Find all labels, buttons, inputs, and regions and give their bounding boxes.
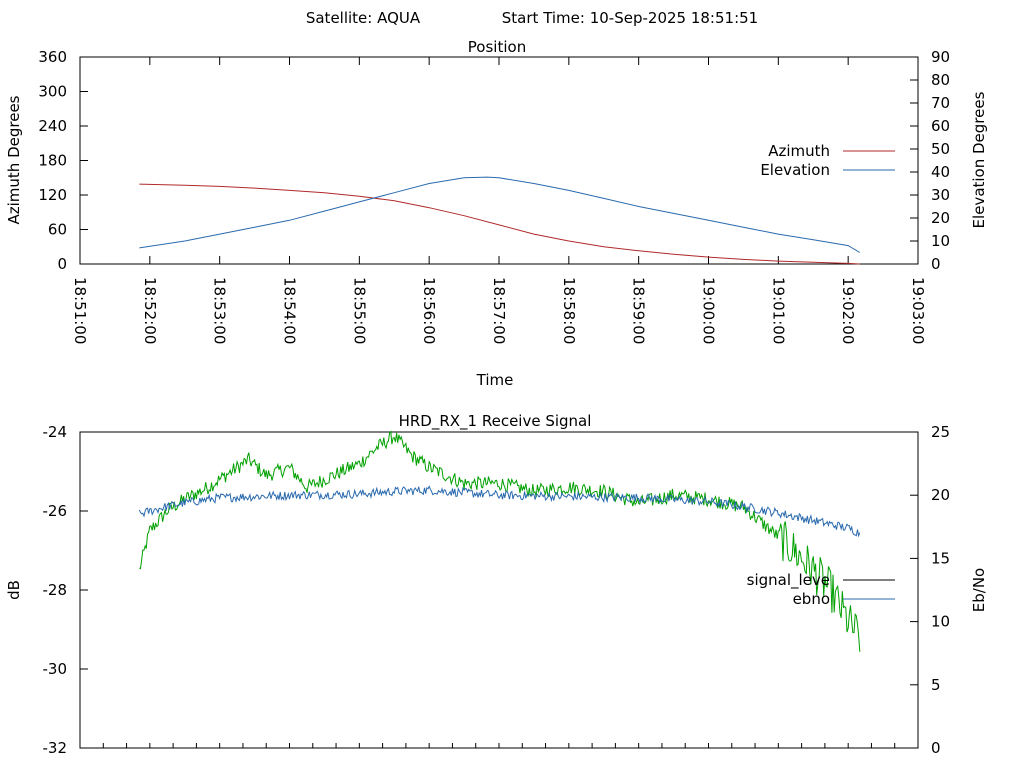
position-x-tick-label: 19:03:00	[909, 277, 927, 344]
signal-chart-title: HRD_RX_1 Receive Signal	[399, 412, 592, 431]
signal-y2-tick-label: 20	[931, 486, 950, 504]
position-y-tick-label: 180	[38, 152, 67, 170]
position-y2-axis-label: Elevation Degrees	[970, 91, 988, 228]
position-y2-tick-label: 70	[931, 94, 950, 112]
signal-y2-tick-label: 25	[931, 423, 950, 441]
position-x-tick-label: 18:58:00	[560, 277, 578, 344]
position-y2-tick-label: 80	[931, 71, 950, 89]
position-x-tick-label: 19:02:00	[839, 277, 857, 344]
position-axes: 0 60 120 180 240 300 360 0 10 20 30 40 50 60 70 80 90 18:…	[38, 48, 950, 344]
position-y-tick-label: 300	[38, 83, 67, 101]
signal-y2-tick-label: 0	[931, 739, 941, 757]
signal-axes: -32 -30 -28 -26 -24 0 5 10 15 20 25	[43, 423, 951, 757]
legend-label-ebno: ebno	[793, 590, 830, 608]
satellite-label: Satellite: AQUA	[306, 9, 421, 27]
position-y2-tick-label: 30	[931, 186, 950, 204]
position-y2-tick-label: 40	[931, 163, 950, 181]
position-x-tick-label: 19:00:00	[700, 277, 718, 344]
position-y2-tick-label: 50	[931, 140, 950, 158]
position-y2-tick-label: 10	[931, 232, 950, 250]
position-y-tick-label: 120	[38, 186, 67, 204]
position-x-tick-label: 19:01:00	[769, 277, 787, 344]
position-x-tick-label: 18:51:00	[71, 277, 89, 344]
position-y2-tick-label: 0	[931, 255, 941, 273]
position-y-tick-label: 60	[48, 221, 67, 239]
series-line-azimuth	[139, 183, 860, 265]
position-x-tick-label: 18:57:00	[490, 277, 508, 344]
signal-y-tick-label: -32	[43, 739, 68, 757]
position-y2-tick-label: 20	[931, 209, 950, 227]
signal-y2-axis-label: Eb/No	[970, 568, 988, 612]
position-y-tick-label: 0	[57, 255, 67, 273]
signal-series	[138, 430, 861, 652]
signal-y-tick-label: -26	[43, 502, 68, 520]
signal-y-axis-label: dB	[5, 580, 23, 600]
legend-label-azimuth: Azimuth	[768, 142, 830, 160]
legend-label-signal-level: signal_leve	[747, 571, 830, 590]
position-x-tick-label: 18:52:00	[141, 277, 159, 344]
position-chart-title: Position	[468, 38, 526, 56]
position-y-tick-label: 240	[38, 117, 67, 135]
signal-y2-tick-label: 15	[931, 549, 950, 567]
signal-chart: HRD_RX_1 Receive Signal -32 -30 -28 -26 -24 0…	[5, 412, 988, 757]
position-y2-tick-label: 90	[931, 48, 950, 66]
position-x-tick-label: 18:53:00	[211, 277, 229, 344]
position-chart: Position 0 60 120 180 240 300 360 0 10 20 30 40 50 60…	[5, 38, 988, 389]
position-x-tick-label: 18:59:00	[630, 277, 648, 344]
signal-y2-tick-label: 5	[931, 676, 941, 694]
series-line-elevation	[139, 176, 861, 253]
position-x-axis-label: Time	[476, 371, 514, 389]
signal-y2-tick-label: 10	[931, 613, 950, 631]
position-x-tick-label: 18:55:00	[350, 277, 368, 344]
position-x-tick-label: 18:54:00	[281, 277, 299, 344]
position-x-tick-label: 18:56:00	[420, 277, 438, 344]
position-y-axis-label: Azimuth Degrees	[5, 95, 23, 224]
signal-y-tick-label: -24	[43, 423, 68, 441]
signal-y-tick-label: -30	[43, 660, 68, 678]
legend-label-elevation: Elevation	[760, 161, 830, 179]
position-y-tick-label: 360	[38, 48, 67, 66]
signal-y-tick-label: -28	[43, 581, 68, 599]
series-line-signal-level	[139, 430, 861, 652]
series-line-ebno	[138, 485, 861, 538]
position-y2-tick-label: 60	[931, 117, 950, 135]
position-series	[139, 176, 861, 265]
start-time-label: Start Time: 10-Sep-2025 18:51:51	[502, 9, 758, 27]
